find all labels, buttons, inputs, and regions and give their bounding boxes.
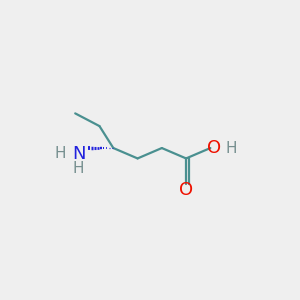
Text: H: H [73,161,84,176]
Text: O: O [179,181,193,199]
Text: N: N [72,145,86,163]
Text: H: H [54,146,66,161]
Text: O: O [207,139,221,157]
Text: H: H [225,140,237,155]
